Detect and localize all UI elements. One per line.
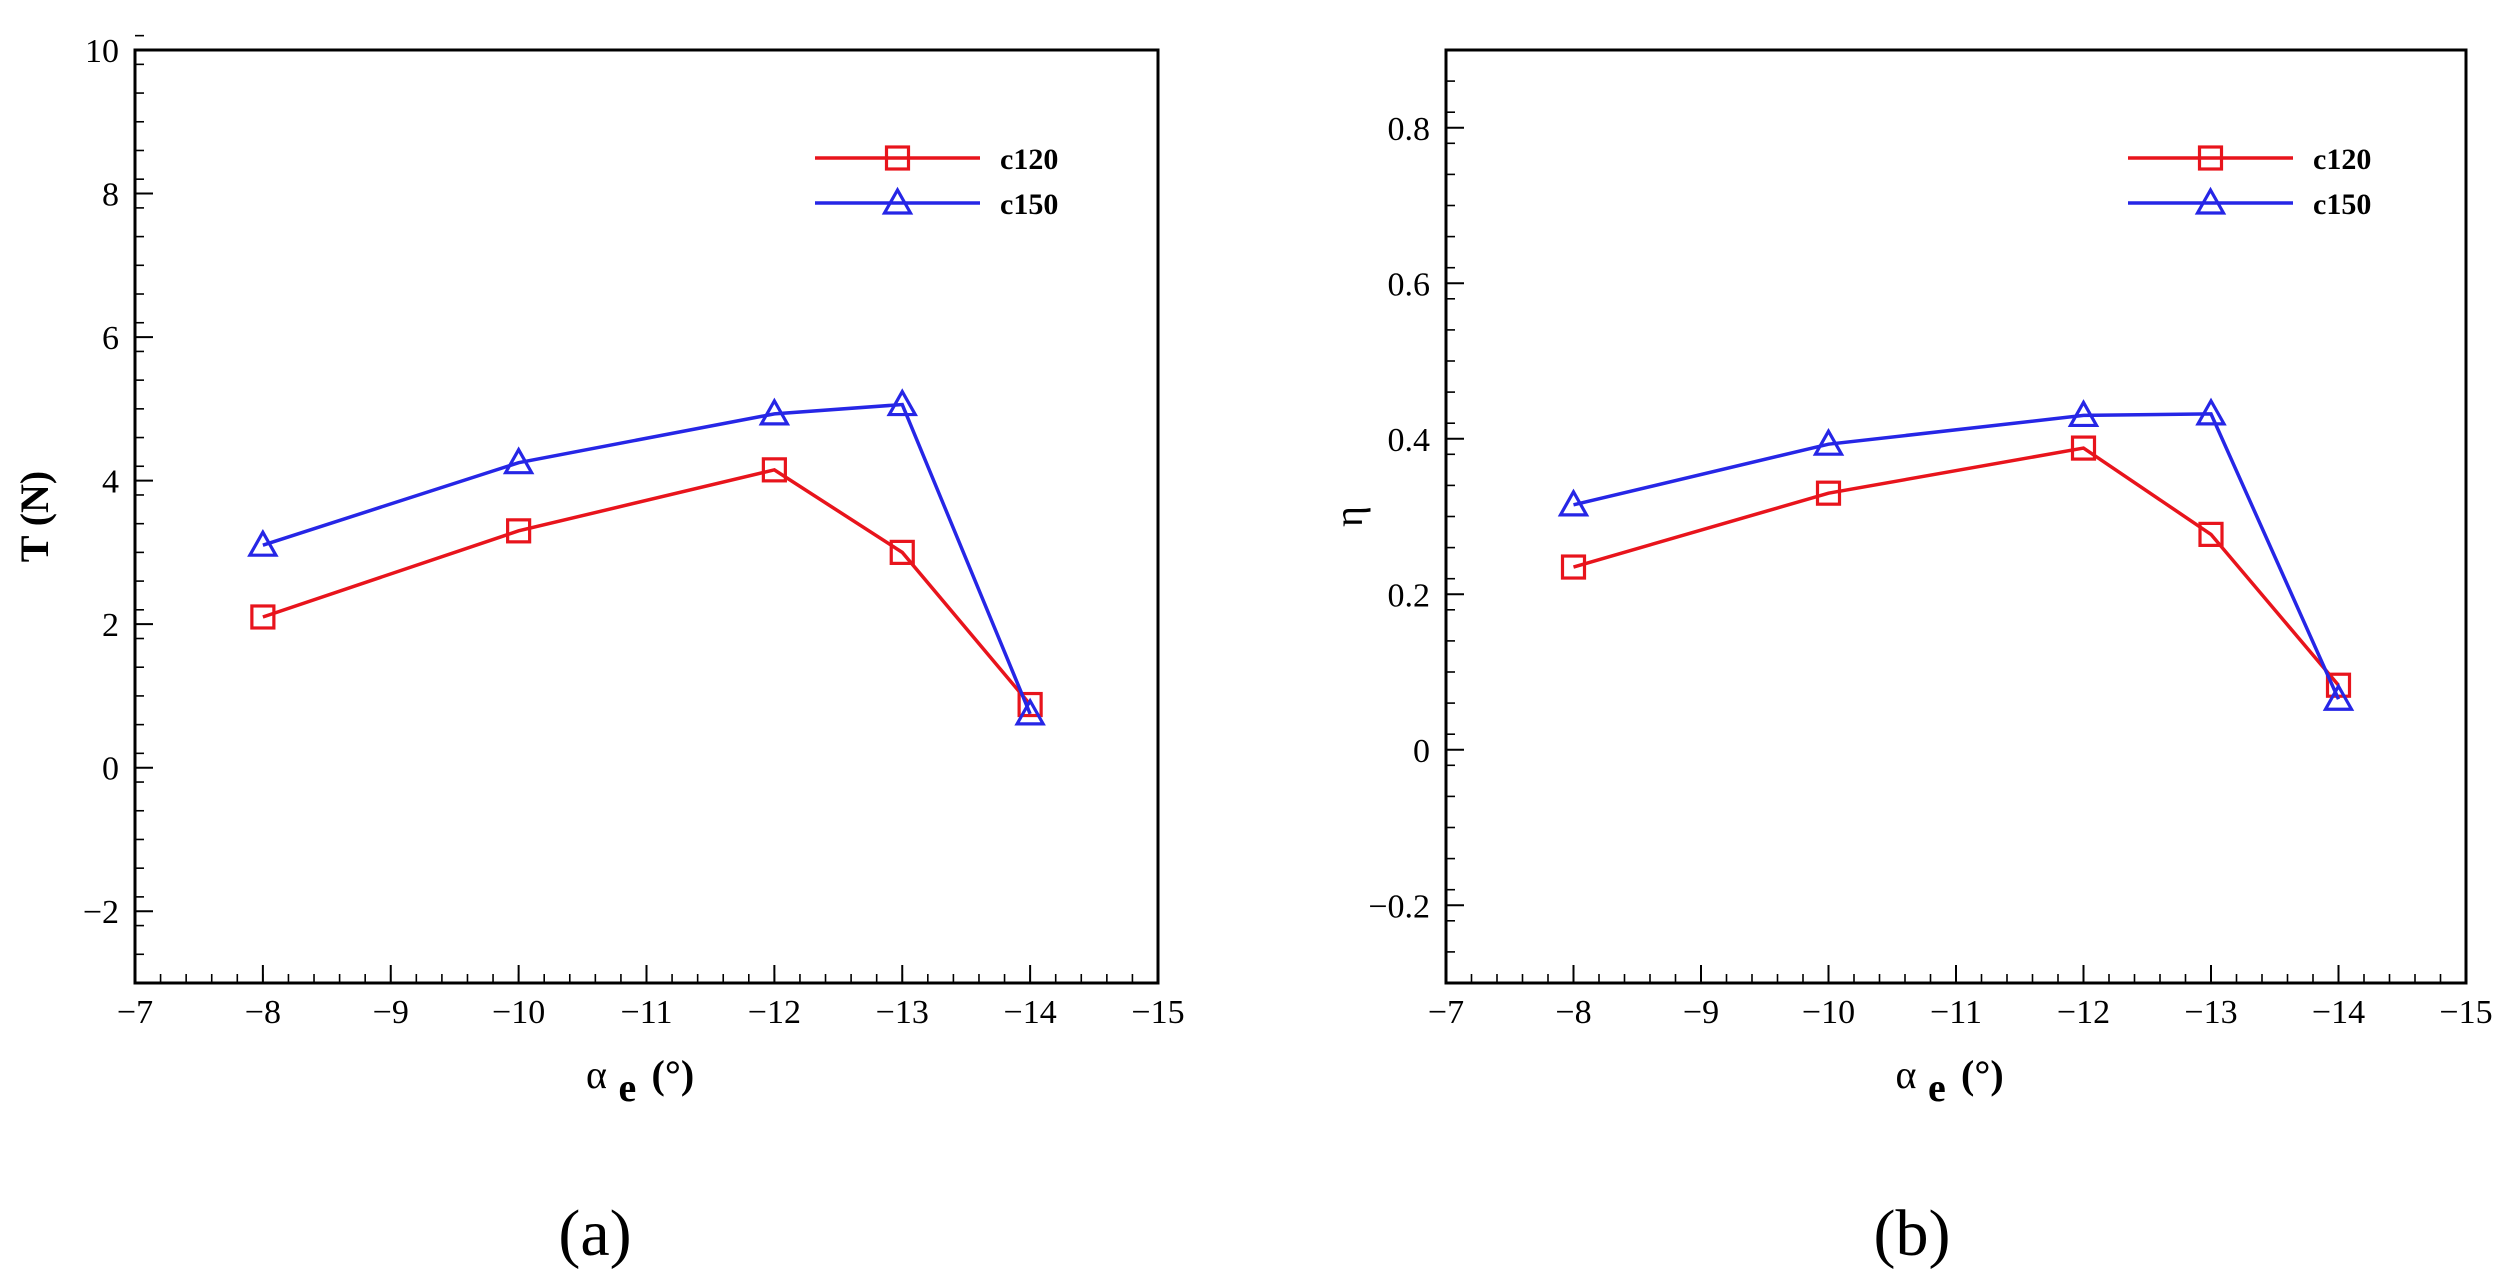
y-tick-label: 8 bbox=[102, 177, 119, 214]
x-tick-label: −12 bbox=[2057, 994, 2110, 1031]
legend-label-c120: c120 bbox=[1000, 143, 1058, 176]
data-point-c150 bbox=[2195, 397, 2227, 426]
x-axis-unit: (°) bbox=[652, 1052, 695, 1097]
x-tick-label: −15 bbox=[1131, 994, 1184, 1031]
data-point-c120 bbox=[2198, 521, 2224, 547]
data-point-c150 bbox=[2067, 399, 2100, 428]
data-point-c120 bbox=[250, 604, 276, 630]
legend-label-c120: c120 bbox=[2313, 143, 2371, 176]
data-point-c150 bbox=[1557, 488, 1590, 517]
y-tick-label: −2 bbox=[83, 894, 119, 931]
series-line-c120 bbox=[262, 467, 1032, 706]
x-tick-label: −12 bbox=[748, 994, 801, 1031]
data-point-c120 bbox=[506, 518, 532, 544]
x-tick-label: −13 bbox=[2184, 994, 2237, 1031]
data-point-c150 bbox=[886, 388, 918, 417]
data-point-c120 bbox=[1560, 554, 1587, 580]
data-point-c150 bbox=[1014, 697, 1046, 726]
data-point-c120 bbox=[889, 539, 915, 565]
x-tick-label: −8 bbox=[245, 994, 281, 1031]
data-point-c150 bbox=[1812, 427, 1845, 456]
x-tick-label: −10 bbox=[1802, 994, 1855, 1031]
series-line-c120 bbox=[1573, 446, 2340, 687]
x-tick-label: −7 bbox=[117, 994, 153, 1031]
y-tick-label: 0 bbox=[1413, 733, 1430, 770]
x-tick-label: −14 bbox=[2312, 994, 2365, 1031]
data-point-c120 bbox=[1815, 480, 1842, 506]
series-line-c150 bbox=[262, 402, 1032, 715]
y-tick-label: 0 bbox=[102, 751, 119, 788]
y-tick-label: 6 bbox=[102, 320, 119, 357]
legend-label-c150: c150 bbox=[2313, 188, 2371, 221]
y-tick-label: 2 bbox=[102, 607, 119, 644]
y-axis-title: T (N) bbox=[12, 471, 57, 562]
x-tick-label: −13 bbox=[876, 994, 929, 1031]
y-tick-label: 0.8 bbox=[1388, 111, 1431, 148]
legend-marker-c150 bbox=[881, 186, 914, 215]
y-tick-label: 0.4 bbox=[1388, 422, 1431, 459]
legend-marker-c120 bbox=[2197, 145, 2224, 171]
x-tick-label: −10 bbox=[492, 994, 545, 1031]
x-tick-label: −7 bbox=[1428, 994, 1464, 1031]
data-point-c150 bbox=[758, 397, 791, 426]
y-axis-title: η bbox=[1326, 506, 1371, 527]
y-tick-label: 0.6 bbox=[1388, 266, 1431, 303]
y-tick-label: 10 bbox=[85, 33, 119, 70]
x-tick-label: −11 bbox=[1930, 994, 1982, 1031]
data-point-c150 bbox=[502, 446, 535, 475]
data-point-c150 bbox=[2322, 682, 2355, 711]
legend-label-c150: c150 bbox=[1000, 188, 1058, 221]
data-point-c120 bbox=[761, 457, 787, 483]
x-tick-label: −9 bbox=[373, 994, 409, 1031]
legend-marker-c150 bbox=[2194, 186, 2227, 215]
panel-caption: (a) bbox=[558, 1197, 631, 1270]
x-axis-symbol: α bbox=[586, 1052, 607, 1097]
chart-panel-a: −2 0 2 4 6 8 10 −7 −8 −9 −10 −11 −12 −13 −14 −15 α e (°) T … bbox=[12, 33, 1185, 1270]
x-axis-subscript: e bbox=[619, 1065, 637, 1110]
x-tick-label: −8 bbox=[1555, 994, 1591, 1031]
y-tick-label: −0.2 bbox=[1368, 888, 1430, 925]
data-point-c150 bbox=[247, 528, 279, 557]
x-tick-label: −14 bbox=[1004, 994, 1057, 1031]
x-axis-symbol: α bbox=[1896, 1052, 1917, 1097]
x-tick-label: −9 bbox=[1683, 994, 1719, 1031]
x-tick-label: −11 bbox=[621, 994, 673, 1031]
x-tick-label: −15 bbox=[2439, 994, 2492, 1031]
data-point-c120 bbox=[2070, 435, 2097, 461]
x-axis-subscript: e bbox=[1928, 1065, 1946, 1110]
legend-marker-c120 bbox=[884, 145, 911, 171]
y-tick-label: 0.2 bbox=[1388, 577, 1431, 614]
panel-caption: (b) bbox=[1874, 1197, 1951, 1270]
series-line-c150 bbox=[1573, 412, 2341, 700]
data-point-c120 bbox=[1017, 691, 1043, 718]
y-tick-label: 4 bbox=[102, 464, 119, 501]
chart-panel-b: −0.2 0 0.2 0.4 0.6 0.8 −7 −8 −9 −10 −11 −12 −13 −14 −1… bbox=[1326, 48, 2493, 1270]
x-axis-unit: (°) bbox=[1961, 1052, 2004, 1097]
